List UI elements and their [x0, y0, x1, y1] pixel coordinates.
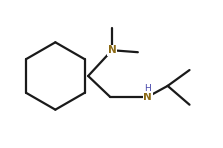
Text: N: N — [143, 92, 152, 102]
Text: N: N — [108, 45, 116, 55]
Text: H: H — [145, 84, 151, 93]
